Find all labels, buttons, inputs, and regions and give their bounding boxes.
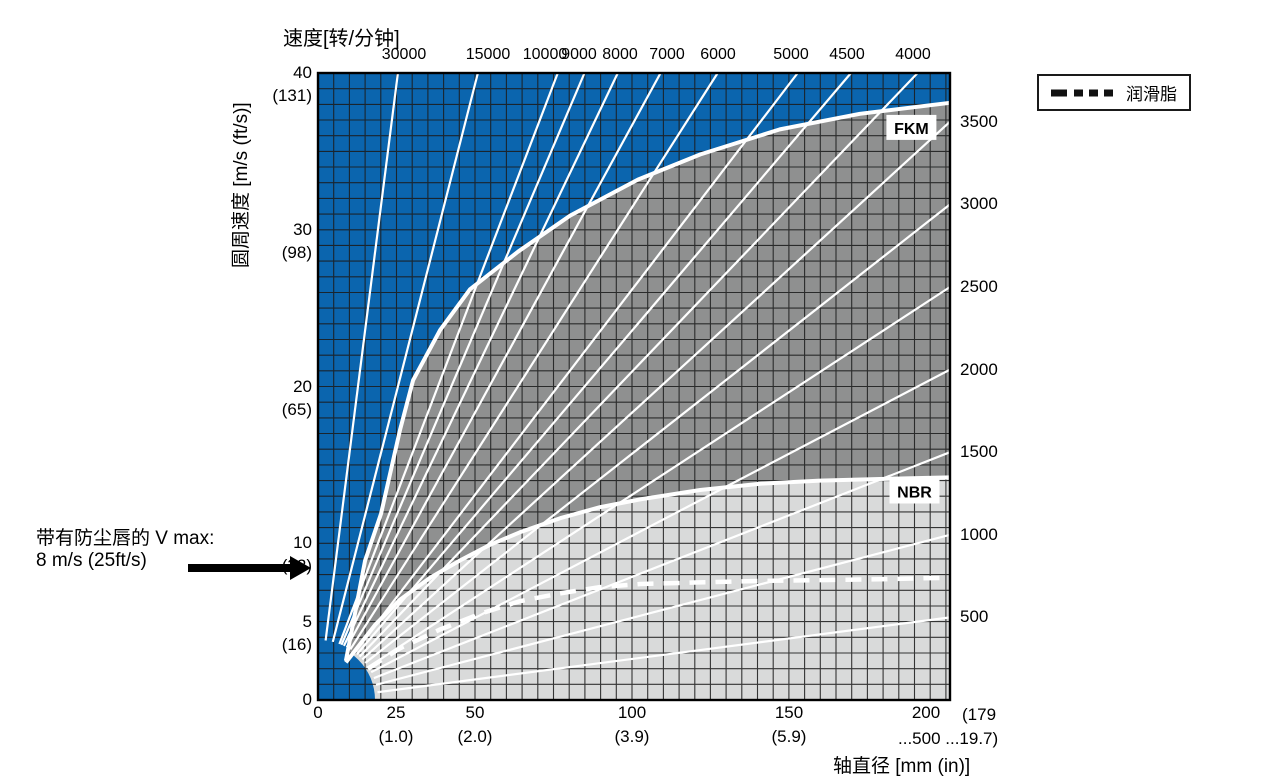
legend-grease-label: 润滑脂 [1126,85,1177,104]
x-tick-50: 50 [465,703,485,722]
top-rpm-tick-6000: 6000 [700,46,736,63]
right-arrow-icon [188,564,290,572]
x-tick-sub-150: (5.9) [771,727,807,746]
right-rpm-tick-3500: 3500 [960,112,998,131]
dust-lip-vmax-annotation-line2: 8 m/s (25ft/s) [36,550,147,571]
y-tick-sub-40: (131) [272,86,312,105]
right-rpm-tick-3000: 3000 [960,194,998,213]
grease-dash-line-icon [1051,89,1113,96]
right-rpm-tick-2500: 2500 [960,277,998,296]
y-tick-sub-5: (16) [281,635,312,654]
x-tick-sub-25: (1.0) [378,727,414,746]
x-tick-150: 150 [774,703,804,722]
x-tick-100: 100 [617,703,647,722]
right-rpm-tick-500: 500 [960,607,989,626]
y-tick-5: 5 [302,612,312,631]
right-rpm-tick-2000: 2000 [960,360,998,379]
x-axis-title: 轴直径 [mm (in)] [833,756,971,777]
top-rpm-tick-8000: 8000 [602,46,638,63]
top-rpm-tick-10000: 10000 [522,46,568,63]
y-tick-20: 20 [293,377,312,396]
y-tick-30: 30 [293,220,312,239]
top-rpm-tick-4000: 4000 [895,46,931,63]
top-axis-title: 速度[转/分钟] [283,28,400,50]
top-rpm-tick-9000: 9000 [561,46,597,63]
y-tick-40: 40 [293,63,312,82]
x-tick-sub-50: (2.0) [457,727,493,746]
y-tick-10: 10 [293,533,312,552]
right-rpm-tick-1500: 1500 [960,442,998,461]
x-tick-25: 25 [386,703,406,722]
top-rpm-tick-7000: 7000 [649,46,685,63]
dust-lip-vmax-annotation-line1: 带有防尘唇的 V max: [36,528,215,549]
x-axis-extra-note-line2: ...500 ...19.7) [898,729,999,748]
svg-text:NBR: NBR [897,485,932,502]
y-tick-sub-30: (98) [281,243,312,262]
x-tick-200: 200 [911,703,941,722]
top-rpm-tick-30000: 30000 [381,46,427,63]
top-rpm-tick-15000: 15000 [465,46,511,63]
right-arrow-icon-head [290,556,311,580]
x-axis-extra-note-line1: (179 [962,705,997,724]
legend-grease: 润滑脂 [1037,74,1191,111]
y-tick-sub-20: (65) [281,400,312,419]
right-rpm-tick-1000: 1000 [960,525,998,544]
x-tick-0: 0 [313,703,323,722]
top-rpm-tick-4500: 4500 [829,46,865,63]
fkm-region-label: FKM [886,114,937,140]
nbr-region-label: NBR [889,478,940,504]
svg-text:FKM: FKM [894,121,929,138]
x-tick-sub-100: (3.9) [614,727,650,746]
top-rpm-tick-5000: 5000 [773,46,809,63]
y-axis-title: 圆周速度 [m/s (ft/s)] [231,102,252,268]
y-tick-0: 0 [302,690,312,709]
